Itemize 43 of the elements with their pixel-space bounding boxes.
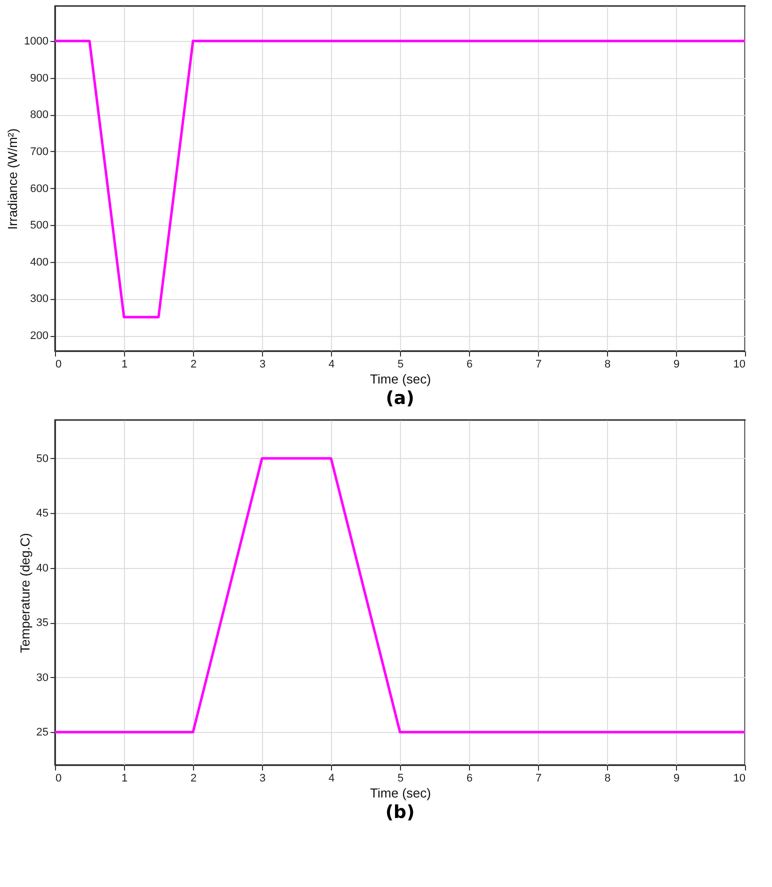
text: (a) bbox=[386, 388, 414, 409]
x-tick-label: 6 bbox=[466, 358, 473, 370]
x-tick-label: 6 bbox=[466, 772, 473, 784]
x-tick-label: 0 bbox=[56, 358, 62, 370]
y-tick-label: 800 bbox=[30, 109, 48, 122]
x-tick-label: 9 bbox=[673, 358, 680, 370]
x-tick-label: 1 bbox=[121, 358, 128, 370]
y-tick-label: 500 bbox=[30, 220, 48, 232]
y-tick-label: 50 bbox=[36, 452, 48, 465]
x-tick-label: 1 bbox=[121, 772, 128, 784]
x-tick-label: 7 bbox=[535, 772, 542, 784]
y-tick-label: 45 bbox=[36, 508, 48, 520]
y-tick-label: 300 bbox=[30, 293, 48, 306]
x-tick-label: 9 bbox=[673, 772, 680, 784]
x-tick-label: 8 bbox=[604, 358, 611, 370]
x-tick-label: 4 bbox=[328, 358, 335, 370]
y-tick-label: 1000 bbox=[24, 35, 48, 48]
y-axis-title: Irradiance (W/m²) bbox=[5, 128, 20, 230]
y-tick-label: 30 bbox=[36, 672, 48, 684]
text: (b) bbox=[385, 802, 415, 823]
x-tick-label: 2 bbox=[190, 772, 197, 784]
x-tick-label: 3 bbox=[259, 358, 266, 370]
y-tick-label: 35 bbox=[36, 617, 48, 630]
x-axis-title: Time (sec) bbox=[370, 786, 431, 800]
x-tick-label: 8 bbox=[604, 772, 611, 784]
y-tick-label: 25 bbox=[36, 726, 48, 739]
y-tick-label: 900 bbox=[30, 72, 48, 84]
x-axis-title: Time (sec) bbox=[370, 372, 431, 386]
x-tick-label: 4 bbox=[328, 772, 335, 784]
y-tick-label: 600 bbox=[30, 182, 48, 195]
x-tick-label: 0 bbox=[56, 772, 62, 784]
y-tick-label: 700 bbox=[30, 146, 48, 158]
x-tick-label: 10 bbox=[733, 772, 746, 784]
x-tick-label: 5 bbox=[397, 358, 404, 370]
x-tick-label: 10 bbox=[733, 358, 746, 370]
y-tick-label: 40 bbox=[36, 562, 48, 574]
x-tick-label: 5 bbox=[397, 772, 404, 784]
x-tick-label: 2 bbox=[190, 358, 197, 370]
x-tick-label: 3 bbox=[259, 772, 266, 784]
y-axis-title: Temperature (deg.C) bbox=[17, 533, 32, 653]
x-tick-label: 7 bbox=[535, 358, 542, 370]
y-tick-label: 200 bbox=[30, 330, 48, 342]
y-tick-label: 400 bbox=[30, 256, 48, 268]
